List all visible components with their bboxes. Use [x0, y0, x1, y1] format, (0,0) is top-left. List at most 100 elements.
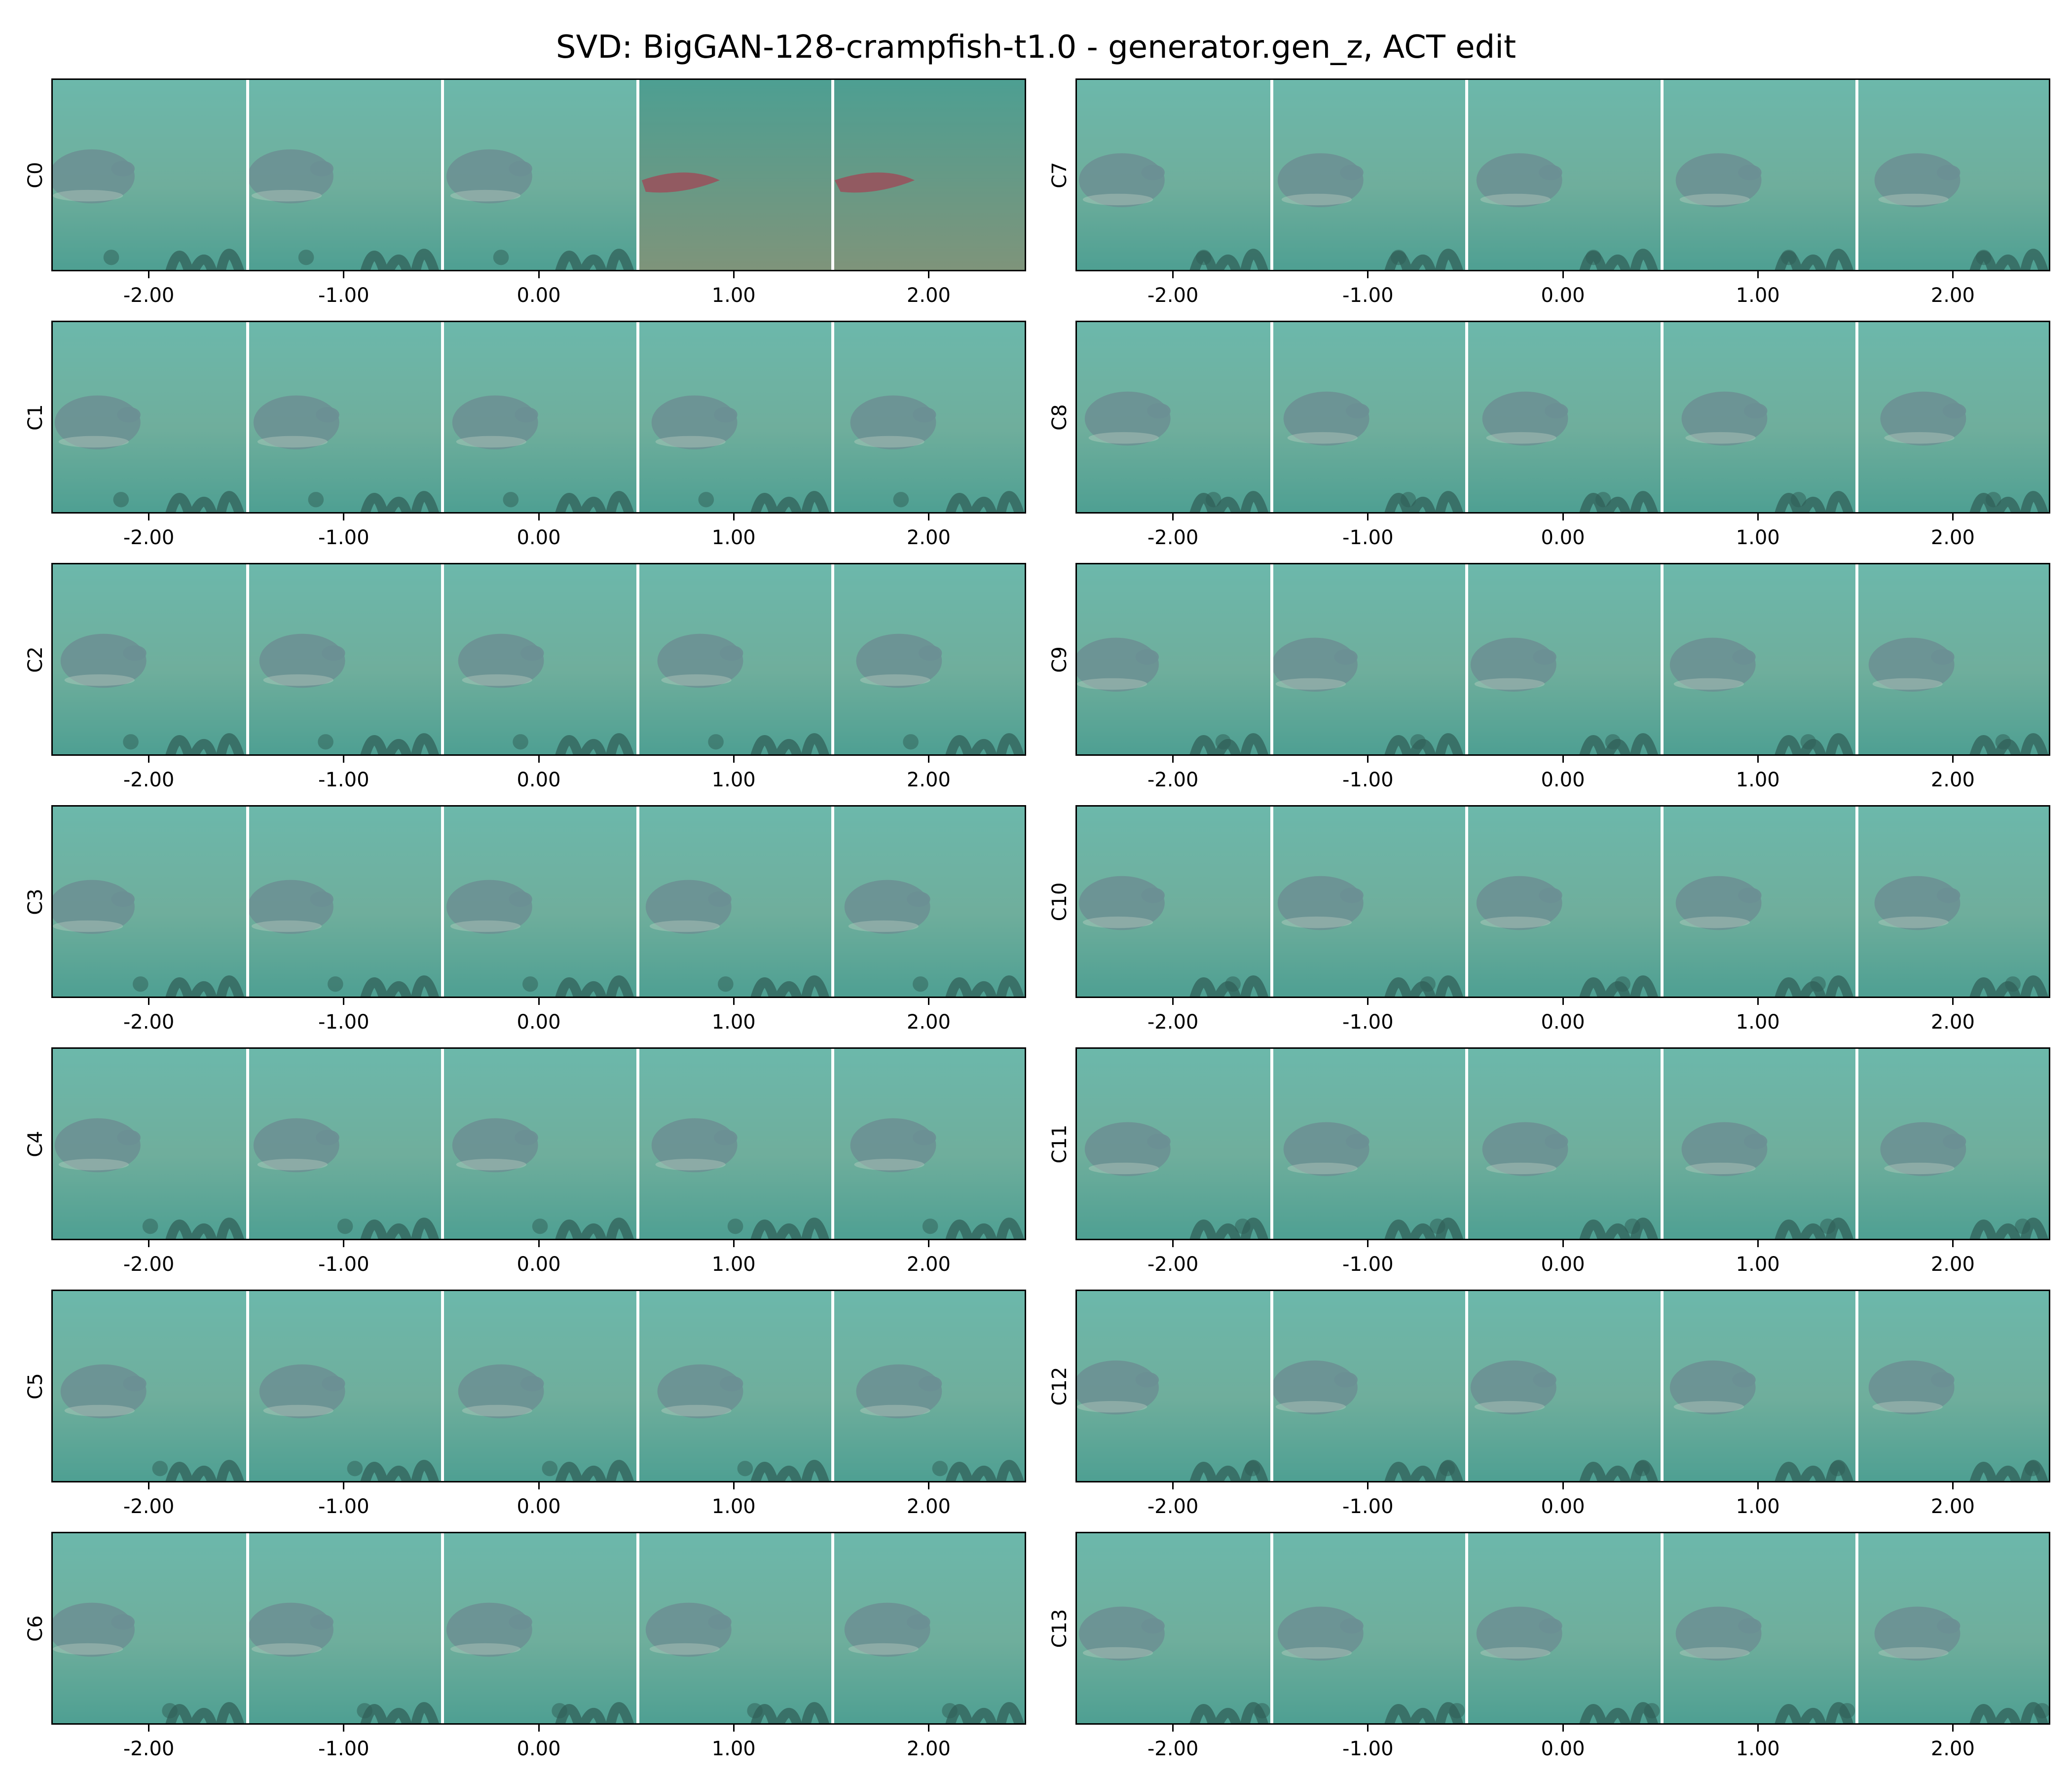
x-tick-label: 2.00: [906, 526, 951, 549]
x-tick: [733, 1482, 735, 1489]
generated-image: [53, 80, 248, 270]
x-tick: [1757, 1482, 1759, 1489]
x-tick: [343, 271, 345, 278]
x-tick-label: 1.00: [1736, 769, 1780, 791]
x-tick: [1367, 998, 1369, 1005]
generated-image: [248, 322, 443, 512]
x-tick: [1562, 1725, 1564, 1732]
frame-divider: [1270, 80, 1274, 270]
generated-image: [443, 807, 638, 997]
image-strip: [51, 805, 1026, 998]
x-tick-label: 0.00: [1541, 526, 1585, 549]
x-tick-label: 0.00: [1541, 769, 1585, 791]
generated-image: [53, 564, 248, 754]
x-tick: [1757, 271, 1759, 278]
x-tick: [1757, 1240, 1759, 1247]
x-tick-label: -2.00: [123, 1011, 175, 1034]
x-tick-label: -2.00: [1147, 526, 1199, 549]
row-label: C3: [24, 888, 47, 915]
x-tick-label: 0.00: [517, 1011, 561, 1034]
x-tick-label: 1.00: [1736, 1011, 1780, 1034]
x-tick: [538, 1725, 540, 1732]
frame-divider: [1855, 1291, 1858, 1481]
frame-divider: [1270, 564, 1274, 754]
frame-divider: [1465, 564, 1469, 754]
frame-divider: [1660, 807, 1664, 997]
frame-divider: [1660, 1291, 1664, 1481]
frame-divider: [441, 1291, 444, 1481]
row-label: C11: [1048, 1124, 1071, 1163]
generated-image: [637, 322, 833, 512]
x-tick-label: -2.00: [123, 769, 175, 791]
generated-image: [248, 807, 443, 997]
generated-image: [1856, 322, 2049, 512]
x-tick: [1952, 998, 1954, 1005]
x-tick: [1952, 1482, 1954, 1489]
generated-image: [1077, 564, 1272, 754]
frame-divider: [1465, 1291, 1469, 1481]
frame-divider: [1270, 807, 1274, 997]
generated-image: [832, 80, 1025, 270]
x-tick: [1757, 756, 1759, 763]
generated-image: [53, 322, 248, 512]
x-tick: [538, 998, 540, 1005]
x-tick: [1367, 1240, 1369, 1247]
row-label: C0: [24, 161, 47, 188]
edit-strip: C0 -2.00 -1.00 0.00 1.00 2.00: [24, 78, 1026, 307]
generated-image: [1077, 1533, 1272, 1723]
generated-image: [1077, 807, 1272, 997]
x-tick-label: 1.00: [1736, 526, 1780, 549]
frame-divider: [246, 1533, 250, 1723]
x-tick-label: -2.00: [123, 284, 175, 307]
generated-image: [1272, 564, 1467, 754]
frame-divider: [1660, 564, 1664, 754]
x-tick-label: 1.00: [711, 284, 756, 307]
frame-divider: [1465, 1049, 1469, 1239]
edit-strip: C11 -2.00 -1.00 0.00 1.00 2.00: [1048, 1047, 2050, 1276]
frame-divider: [636, 80, 639, 270]
x-tick: [343, 1240, 345, 1247]
frame-divider: [246, 564, 250, 754]
edit-strip: C1 -2.00 -1.00 0.00 1.00 2.00: [24, 321, 1026, 549]
frame-divider: [1855, 1533, 1858, 1723]
frame-divider: [1855, 322, 1858, 512]
generated-image: [248, 1291, 443, 1481]
generated-image: [832, 564, 1025, 754]
x-tick-label: 0.00: [517, 769, 561, 791]
frame-divider: [1660, 322, 1664, 512]
frame-divider: [1465, 322, 1469, 512]
generated-image: [443, 1533, 638, 1723]
x-tick: [148, 1240, 150, 1247]
generated-image: [53, 1291, 248, 1481]
x-tick: [538, 1240, 540, 1247]
x-tick-label: 1.00: [711, 1738, 756, 1760]
x-tick-label: 2.00: [1930, 526, 1975, 549]
generated-image: [443, 80, 638, 270]
generated-image: [248, 1049, 443, 1239]
x-tick-label: -2.00: [123, 1738, 175, 1760]
x-tick-label: 2.00: [1930, 1495, 1975, 1518]
frame-divider: [831, 322, 834, 512]
x-tick: [1172, 1240, 1174, 1247]
frame-divider: [636, 807, 639, 997]
x-tick-label: -1.00: [1342, 284, 1394, 307]
x-tick: [733, 514, 735, 520]
row-label: C10: [1048, 882, 1071, 921]
x-tick: [343, 998, 345, 1005]
generated-image: [637, 1291, 833, 1481]
image-strip: [1075, 805, 2050, 998]
generated-image: [637, 80, 833, 270]
x-tick-label: -1.00: [1342, 1253, 1394, 1276]
x-tick-label: -1.00: [1342, 769, 1394, 791]
x-tick: [1367, 1482, 1369, 1489]
x-tick: [1562, 1240, 1564, 1247]
x-tick: [148, 271, 150, 278]
generated-image: [248, 80, 443, 270]
x-tick-label: 1.00: [711, 1495, 756, 1518]
frame-divider: [636, 322, 639, 512]
x-tick-label: 2.00: [906, 1495, 951, 1518]
x-tick-label: 2.00: [1930, 769, 1975, 791]
x-tick-label: -1.00: [1342, 1495, 1394, 1518]
generated-image: [1856, 80, 2049, 270]
